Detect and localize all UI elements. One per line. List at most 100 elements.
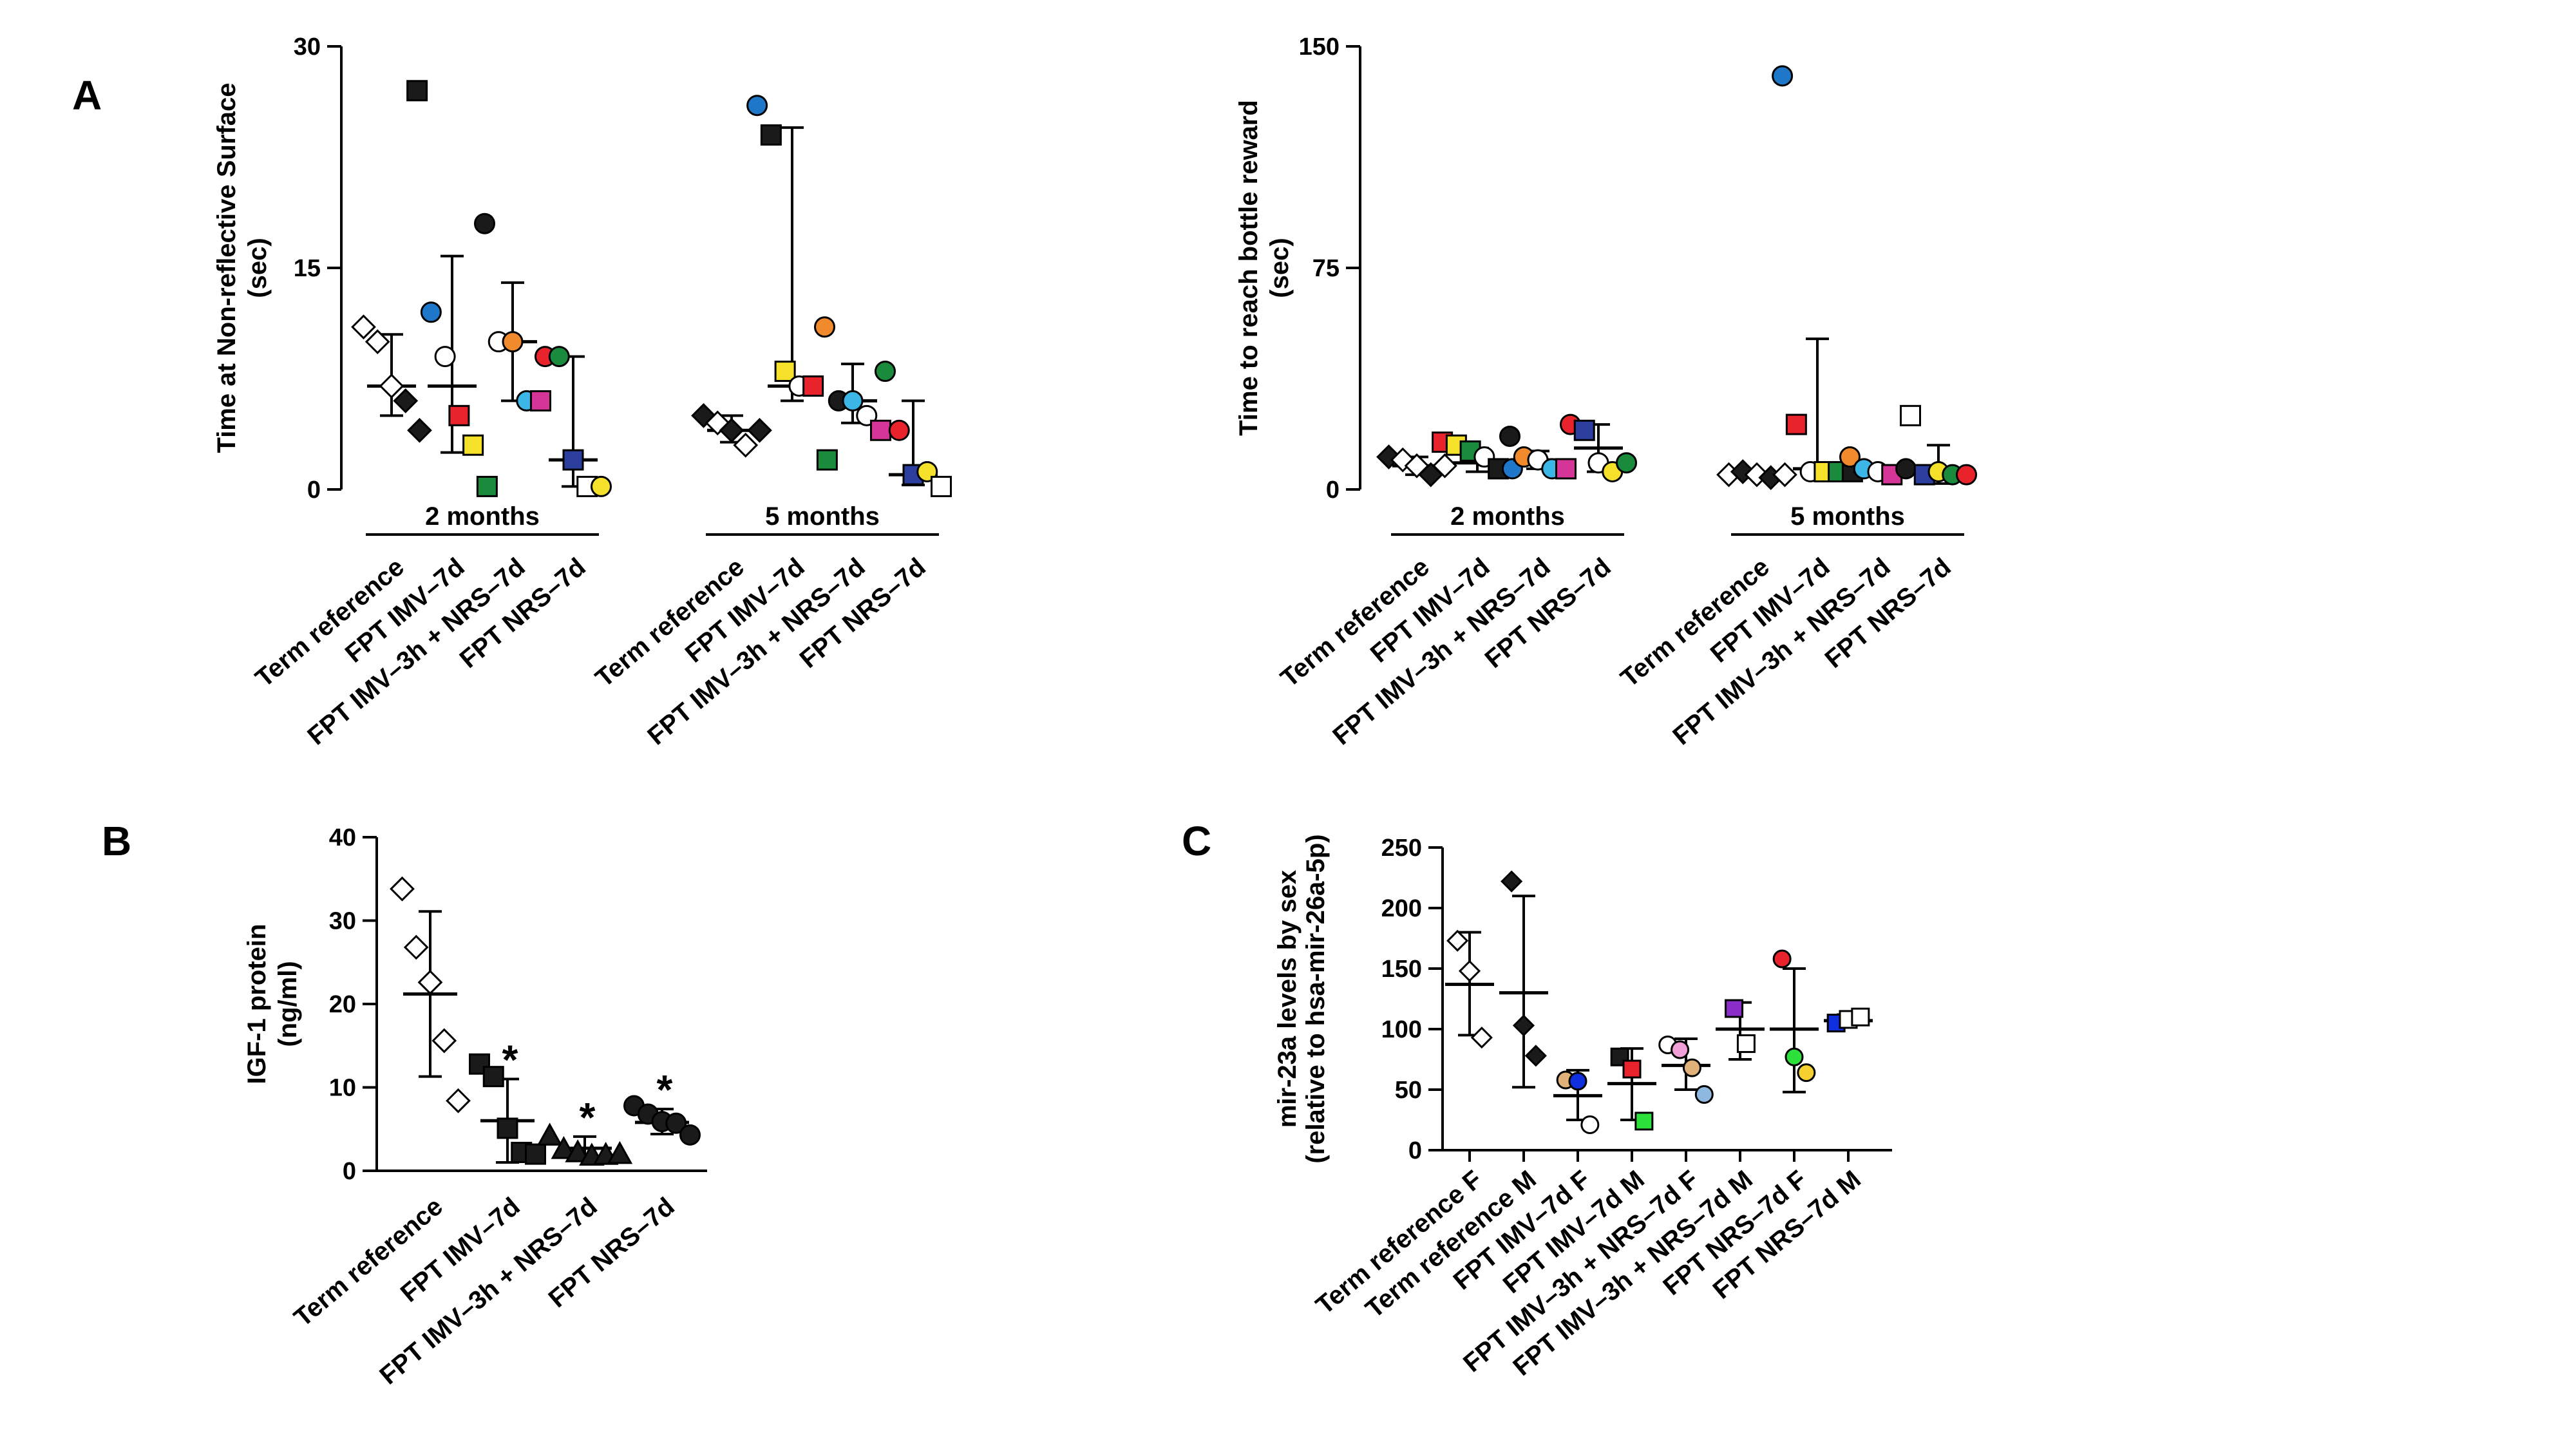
data-point [536,1122,563,1146]
group-label: 2 months [1450,502,1565,531]
data-point [1568,1072,1587,1091]
data-point [1573,419,1595,441]
y-axis-title: IGF-1 protein (ng/ml) [243,924,302,1084]
data-point [476,475,498,497]
chart-a-left: 0 15 30 Time at Non-reflective Surface (sec)… [213,33,952,751]
data-point [1839,446,1861,468]
y-tick-label: 100 [1381,1016,1422,1043]
data-point [1470,1027,1493,1049]
y-axis-title-line: (sec) [243,238,272,298]
data-point [1772,65,1794,87]
data-point [1851,1007,1870,1027]
y-tick-label: 200 [1381,895,1422,922]
data-point [774,361,796,383]
data-point [1622,1059,1642,1079]
data-point [502,331,524,353]
data-point [474,213,495,234]
data-point [1797,1063,1816,1083]
data-point [679,1124,701,1146]
data-point [814,316,835,338]
data-point [407,417,432,443]
data-point [747,417,772,443]
data-point [431,1028,457,1054]
data-point [607,1141,633,1164]
data-point [1555,458,1577,480]
y-tick-label: 250 [1381,835,1422,862]
y-axis-title-line: IGF-1 protein [243,924,271,1084]
data-point [591,475,612,497]
data-point [1432,453,1457,478]
y-tick-label: 0 [1326,477,1340,504]
y-tick-label: 0 [343,1158,356,1185]
data-point [420,301,442,323]
data-point [1895,458,1917,480]
significance-star: * [502,1037,518,1083]
y-axis-title-line: Time to reach bottle reward [1235,100,1263,436]
y-tick-label: 20 [329,991,356,1018]
panel-letter-c: C [1182,818,1211,864]
data-point [497,1117,518,1139]
group-label: 5 months [765,502,880,531]
data-point [1671,1040,1690,1059]
data-point [1772,949,1792,969]
data-point [1458,960,1481,982]
y-tick-label: 0 [1408,1137,1422,1164]
y-axis-title-line: Time at Non-reflective Surface [213,82,241,453]
data-point [746,95,768,117]
y-axis-title-line: mir-23a levels by sex [1273,870,1302,1128]
data-point [842,390,864,412]
y-tick-label: 30 [294,33,321,61]
data-point [1634,1112,1654,1131]
group-label: 5 months [1790,502,1905,531]
data-point [1616,452,1637,474]
data-point [760,124,782,146]
data-point [1785,413,1807,435]
data-point [733,432,759,458]
group-label: 2 months [425,502,540,531]
y-tick-label: 30 [329,908,356,935]
significance-star: * [657,1066,673,1113]
data-point [379,374,404,399]
y-tick-label: 0 [307,477,321,504]
y-axis-title: Time at Non-reflective Surface (sec) [213,82,272,453]
data-point [931,475,952,497]
data-point [551,1135,577,1159]
data-point [393,388,419,413]
data-point [870,419,891,441]
data-point [565,1139,591,1162]
data-point [1785,1047,1804,1066]
y-axis-title-line: (sec) [1265,238,1294,298]
data-point [1956,464,1977,486]
data-point [1512,1014,1535,1037]
y-axis-title-line: (relative to hsa-mir-26a-5p) [1302,834,1330,1163]
data-point [462,434,484,456]
y-tick-label: 40 [329,824,356,851]
data-point [816,449,838,471]
data-point [562,449,584,471]
data-point [390,876,415,902]
y-axis-title: Time to reach bottle reward (sec) [1235,100,1294,436]
data-point [448,404,470,426]
data-point [351,314,376,340]
y-tick-label: 150 [1381,956,1422,983]
data-point [525,1143,546,1165]
data-point [1499,425,1520,447]
data-point [1900,404,1921,426]
data-point [888,419,910,441]
chart-c: 0 50 100 150 200 250 mir-23a levels by sex(rel… [1273,834,1892,1381]
y-tick-label: 50 [1395,1077,1422,1104]
data-point [1682,1058,1701,1077]
panel-letter-a: A [72,72,102,118]
data-point [1501,870,1523,893]
data-point [446,1088,471,1113]
data-point [1772,462,1797,488]
data-point [665,1112,687,1134]
data-point [417,969,443,995]
data-point [482,1066,504,1088]
data-point [548,346,570,368]
data-point [1725,999,1744,1018]
significance-star: * [580,1094,596,1141]
data-point [434,346,456,368]
